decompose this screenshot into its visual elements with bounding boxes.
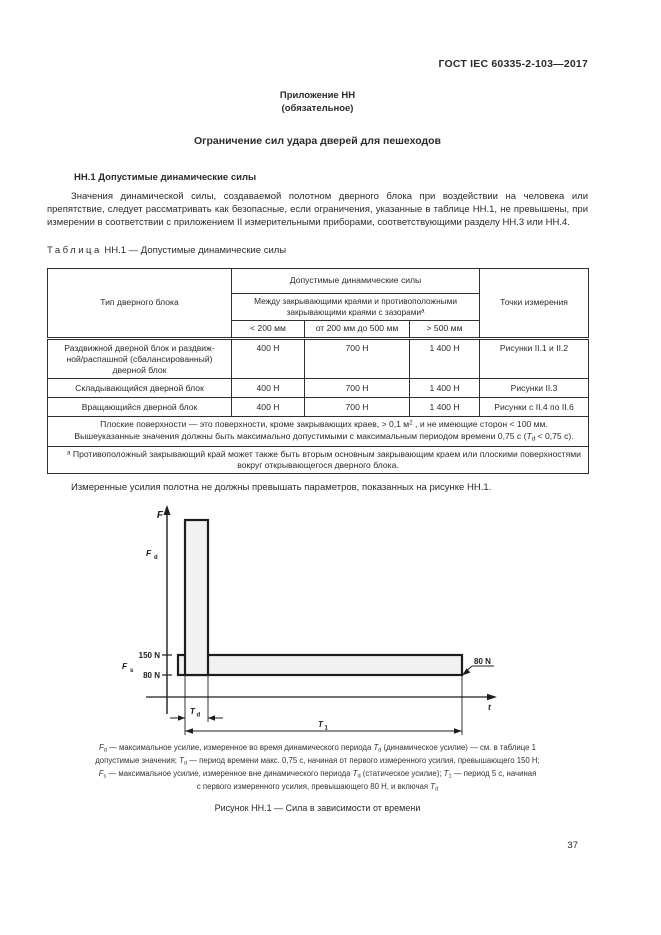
legend-line-2: допустимые значения; Td — период времени… <box>95 756 540 768</box>
cell-force-200to500: 700 Н <box>304 378 410 399</box>
col-header-lt200: < 200 мм <box>231 319 305 339</box>
t1-label: T <box>318 720 324 729</box>
page-number: 37 <box>567 840 578 851</box>
col-header-points: Точки измерения <box>479 267 590 339</box>
t1-arrow-left-icon <box>185 728 193 735</box>
doc-number: ГОСТ IEC 60335-2-103—2017 <box>438 58 588 70</box>
cell-force-lt200: 400 Н <box>231 397 305 418</box>
td-label-sub: d <box>197 713 201 719</box>
col-header-type: Тип дверного блока <box>47 267 232 339</box>
cell-force-200to500: 700 Н <box>304 336 410 380</box>
cell-force-lt200: 400 Н <box>231 336 305 380</box>
table-note: Плоские поверхности — это поверхности, к… <box>46 416 590 447</box>
t1-arrow-right-icon <box>454 728 462 735</box>
col-header-group: Допустимые динамические силы <box>230 267 481 294</box>
cell-door-type: Складывающийся дверной блок <box>47 378 232 399</box>
cell-points: Рисунки с II.4 по II.6 <box>479 397 590 418</box>
dynamic-force-pulse <box>183 519 210 677</box>
page-title: Ограничение сил удара дверей для пешеход… <box>193 134 442 147</box>
cell-force-lt200: 400 Н <box>231 378 305 399</box>
table-label-rest: НН.1 — Допустимые динамические силы <box>101 244 287 256</box>
cell-door-type: Вращающийся дверной блок <box>47 397 232 418</box>
cell-door-type: Раздвижной дверной блок и раздвиж- ной/р… <box>47 336 232 380</box>
x-axis-arrow-icon <box>487 694 497 701</box>
appendix-line1: Приложение НН <box>279 90 356 101</box>
col-header-gt500: > 500 мм <box>408 319 481 339</box>
cell-force-gt500: 1 400 Н <box>408 378 481 399</box>
fs-label-sub: s <box>130 668 134 674</box>
tick-80-label: 80 N <box>143 671 160 680</box>
forces-table: Тип дверного блока Допустимые динамическ… <box>46 267 590 475</box>
legend-line-1: Fd — максимальное усилие, измеренное во … <box>98 743 536 755</box>
page-content: ГОСТ IEC 60335-2-103—2017 Приложение НН … <box>46 0 590 814</box>
t1-label-sub: 1 <box>325 726 329 732</box>
table-label: Таблица НН.1 — Допустимые динамические с… <box>47 245 588 256</box>
table-row: Вращающийся дверной блок 400 Н 700 Н 1 4… <box>47 397 590 418</box>
paragraph-2: Измеренные усилия полотна не должны прев… <box>71 482 492 494</box>
fd-label-sub: d <box>154 555 158 561</box>
table-footnote: а Противоположный закрывающий край может… <box>46 445 590 475</box>
note-paragraph-1: Плоские поверхности — это поверхности, к… <box>100 419 548 430</box>
annotation-80n-label: 80 N <box>474 657 491 666</box>
annotation-80n-arrow-icon <box>462 668 471 676</box>
td-label: T <box>190 707 196 716</box>
paragraph-1: Значения динамической силы, создаваемой … <box>47 190 588 228</box>
td-arrow-left-icon <box>178 715 185 722</box>
cell-force-gt500: 1 400 Н <box>408 336 481 380</box>
table-footnote-row: а Противоположный закрывающий край может… <box>46 445 590 475</box>
td-arrow-right-icon <box>208 715 215 722</box>
figure-legend: Fd — максимальное усилие, измеренное во … <box>47 742 588 794</box>
legend-line-4: с первого измеренного усилия, превышающе… <box>196 782 439 793</box>
y-axis-arrow-icon <box>163 505 171 516</box>
fd-label: F <box>146 548 152 558</box>
col-header-subgroup: Между закрывающими краями и противополож… <box>230 292 481 321</box>
note-paragraph-2: Вышеуказанные значения должны быть макси… <box>74 430 574 443</box>
cell-force-gt500: 1 400 Н <box>408 397 481 418</box>
y-axis-label: F <box>157 510 164 521</box>
fs-label: F <box>122 661 128 671</box>
legend-line-3: Fs — максимальное усилие, измеренное вне… <box>98 769 537 780</box>
section-heading: НН.1 Допустимые динамические силы <box>74 171 257 183</box>
figure-hh1: F t F d F s 150 N 80 N 80 N <box>100 502 560 740</box>
force-time-diagram: F t F d F s 150 N 80 N 80 N <box>122 505 497 736</box>
col-header-200to500: от 200 мм до 500 мм <box>304 319 410 339</box>
appendix-heading: Приложение НН (обязательное) <box>47 90 588 116</box>
table-row: Складывающийся дверной блок 400 Н 700 Н … <box>47 378 590 399</box>
table-label-word: Таблица <box>47 244 102 256</box>
cell-points: Рисунки II.3 <box>479 378 590 399</box>
figure-caption: Рисунок НН.1 — Сила в зависимости от вре… <box>214 803 421 814</box>
table-row: Раздвижной дверной блок и раздвиж- ной/р… <box>47 336 590 380</box>
x-axis-label: t <box>488 702 492 712</box>
table-note-row: Плоские поверхности — это поверхности, к… <box>46 416 590 447</box>
static-force-band <box>176 654 464 677</box>
appendix-line2: (обязательное) <box>281 102 354 114</box>
tick-150-label: 150 N <box>139 651 161 660</box>
cell-points: Рисунки II.1 и II.2 <box>479 336 590 380</box>
footnote-paragraph: а Противоположный закрывающий край может… <box>67 448 581 471</box>
cell-force-200to500: 700 Н <box>304 397 410 418</box>
